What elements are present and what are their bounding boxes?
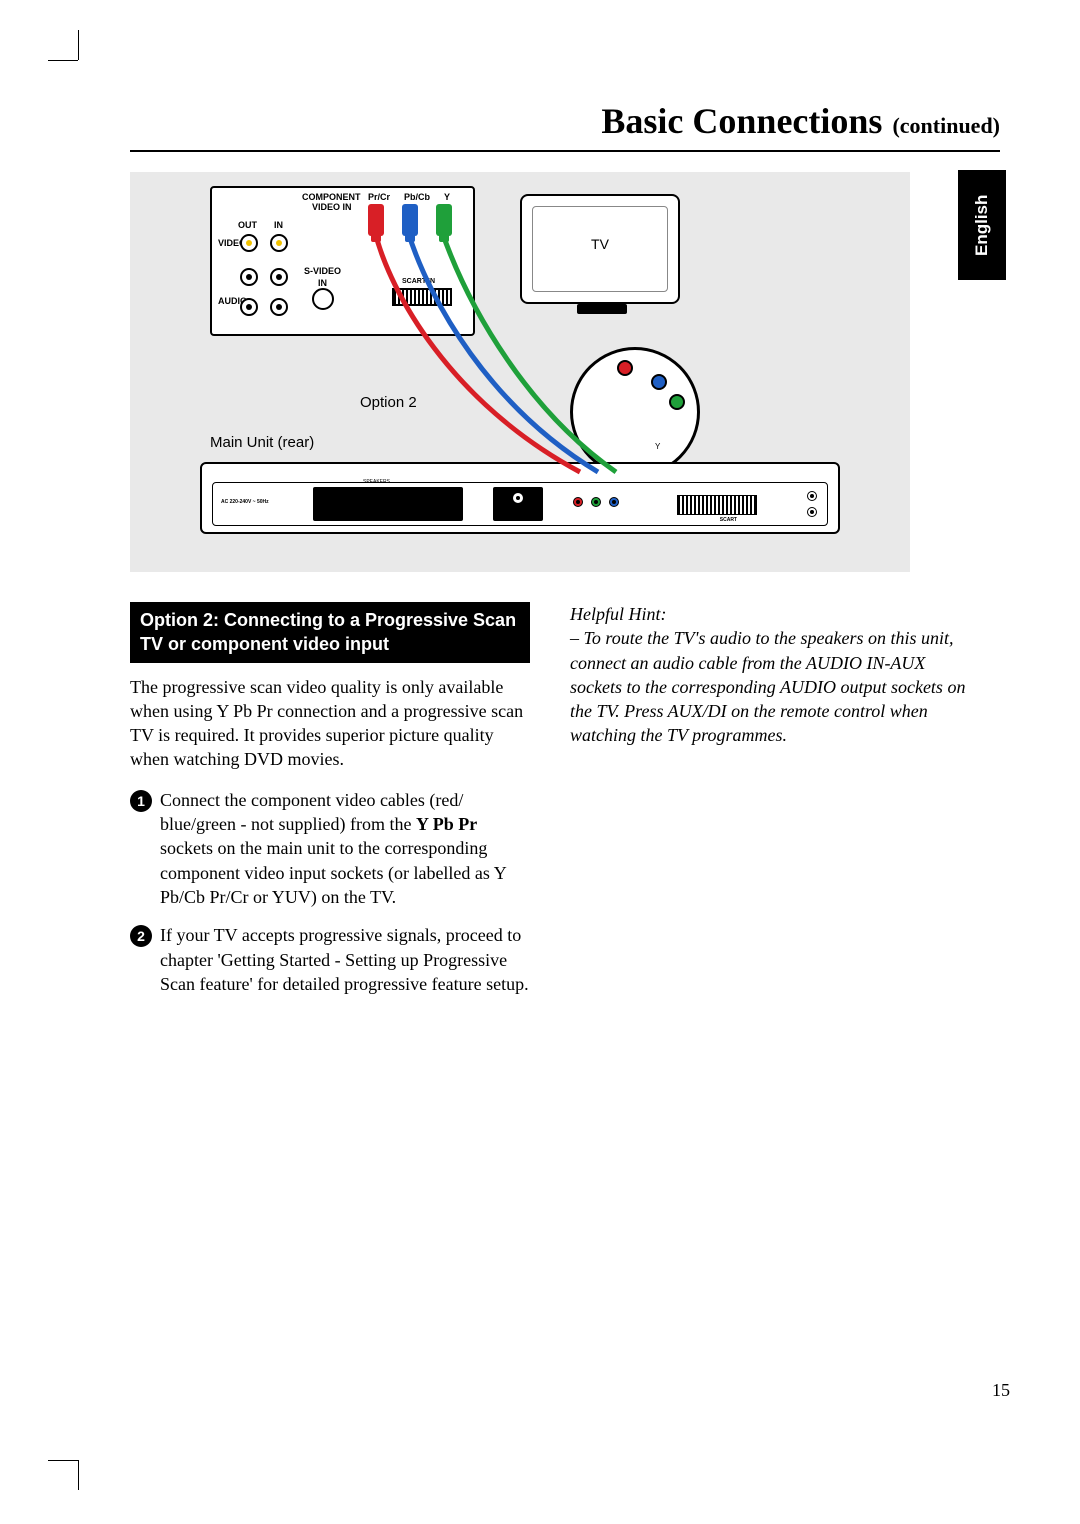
- y-label: Y: [444, 192, 450, 202]
- out-label: OUT: [238, 220, 257, 230]
- svideo-label: S-VIDEO: [304, 266, 341, 276]
- page-title-block: Basic Connections (continued): [130, 100, 1000, 152]
- left-column: Option 2: Connecting to a Progressive Sc…: [130, 602, 530, 1010]
- step-1: 1 Connect the component video cables (re…: [130, 788, 530, 909]
- page-title-continued: (continued): [892, 113, 1000, 138]
- crop-mark: [78, 1460, 79, 1490]
- rca-icon: [270, 268, 288, 286]
- tv-monitor-icon: TV: [520, 194, 680, 304]
- step-2: 2 If your TV accepts progressive signals…: [130, 923, 530, 996]
- step-number-icon: 2: [130, 925, 152, 947]
- rca-icon: [270, 298, 288, 316]
- green-plug-icon: [436, 204, 452, 236]
- option-label: Option 2: [360, 394, 417, 411]
- right-column: Helpful Hint: – To route the TV's audio …: [570, 602, 970, 1010]
- rca-video-in-icon: [270, 234, 288, 252]
- step1-bold: Y Pb Pr: [416, 814, 477, 834]
- body-columns: Option 2: Connecting to a Progressive Sc…: [130, 602, 1000, 1010]
- hint-title: Helpful Hint:: [570, 602, 970, 626]
- mu-pb-icon: [609, 497, 619, 507]
- blue-plug-icon: [402, 204, 418, 236]
- rca-video-out-icon: [240, 234, 258, 252]
- hint-body: – To route the TV's audio to the speaker…: [570, 626, 970, 747]
- page-number: 15: [992, 1380, 1010, 1401]
- prcr-label: Pr/Cr: [368, 192, 390, 202]
- ac-label: AC 220-240V ~ 50Hz: [221, 499, 269, 505]
- connection-diagram: COMPONENT VIDEO IN Pr/Cr Pb/Cb Y OUT IN …: [130, 172, 910, 572]
- rca-icon: [240, 268, 258, 286]
- red-plug-icon: [368, 204, 384, 236]
- tv-label: TV: [522, 236, 678, 252]
- tv-back-panel: COMPONENT VIDEO IN Pr/Cr Pb/Cb Y OUT IN …: [210, 186, 475, 336]
- step1-post: sockets on the main unit to the correspo…: [160, 838, 506, 907]
- mu-antenna-icon: [807, 507, 817, 517]
- intro-paragraph: The progressive scan video quality is on…: [130, 675, 530, 772]
- rca-icon: [240, 298, 258, 316]
- step-2-text: If your TV accepts progressive signals, …: [160, 923, 530, 996]
- svideo-icon: [312, 288, 334, 310]
- component-label: COMPONENT: [302, 192, 361, 202]
- mu-antenna-icon: [807, 491, 817, 501]
- ring-y-label: Y: [655, 442, 660, 451]
- page-title: Basic Connections: [601, 101, 882, 141]
- crop-mark: [48, 1460, 78, 1461]
- main-unit-rear: AC 220-240V ~ 50Hz SPEAKERS SCART: [200, 462, 840, 534]
- svideo-in-label: IN: [318, 278, 327, 288]
- page-content: Basic Connections (continued) English CO…: [130, 100, 1000, 1010]
- cable-magnifier: Y Pb: [570, 347, 700, 477]
- speakers-label: SPEAKERS: [363, 479, 390, 485]
- speaker-block: SPEAKERS: [313, 487, 463, 521]
- ring-blue-plug-icon: [651, 374, 667, 390]
- ring-red-plug-icon: [617, 360, 633, 376]
- crop-mark: [78, 30, 79, 60]
- mu-pr-icon: [573, 497, 583, 507]
- audio-in-block: [493, 487, 543, 521]
- video-in-label: VIDEO IN: [312, 202, 352, 212]
- mu-scart-label: SCART: [720, 517, 737, 523]
- step-number-icon: 1: [130, 790, 152, 812]
- mu-y-icon: [591, 497, 601, 507]
- language-tab: English: [958, 170, 1006, 280]
- crop-mark: [48, 60, 78, 61]
- scart-icon: [392, 288, 452, 306]
- mu-scart-icon: [677, 495, 757, 515]
- scart-in-label: SCART IN: [402, 278, 435, 285]
- in-label: IN: [274, 220, 283, 230]
- step-1-text: Connect the component video cables (red/…: [160, 788, 530, 909]
- main-unit-label: Main Unit (rear): [210, 434, 314, 451]
- ring-green-plug-icon: [669, 394, 685, 410]
- option2-header: Option 2: Connecting to a Progressive Sc…: [130, 602, 530, 663]
- pbcb-label: Pb/Cb: [404, 192, 430, 202]
